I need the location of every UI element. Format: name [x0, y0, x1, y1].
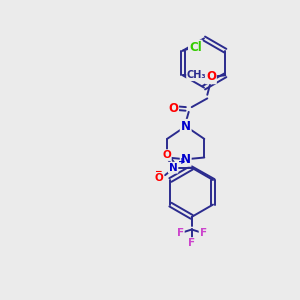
Text: F: F: [200, 228, 207, 238]
Text: O: O: [206, 70, 216, 83]
Text: O: O: [154, 172, 164, 183]
Text: O: O: [168, 102, 178, 115]
Text: N: N: [169, 163, 178, 173]
Text: CH₃: CH₃: [187, 70, 207, 80]
Text: N: N: [181, 120, 191, 133]
Text: −: −: [154, 167, 161, 176]
Text: O: O: [162, 150, 171, 160]
Text: +: +: [178, 157, 186, 166]
Text: F: F: [188, 238, 195, 248]
Text: F: F: [177, 228, 184, 238]
Text: Cl: Cl: [189, 40, 202, 54]
Text: N: N: [181, 153, 191, 166]
